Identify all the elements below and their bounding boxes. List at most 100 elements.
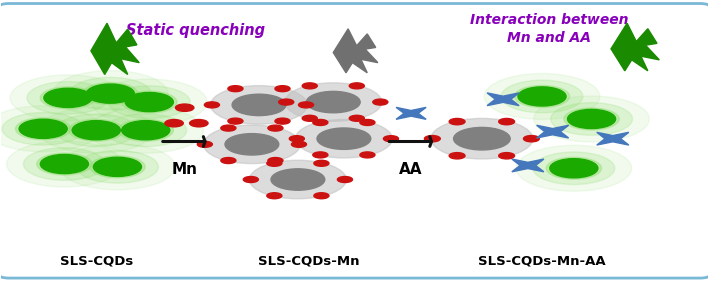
Circle shape [211, 86, 308, 124]
Circle shape [19, 119, 67, 138]
Circle shape [197, 141, 213, 147]
Circle shape [83, 83, 138, 105]
Circle shape [518, 87, 566, 106]
Circle shape [360, 152, 375, 158]
Circle shape [484, 74, 600, 119]
Circle shape [189, 119, 208, 127]
Circle shape [55, 114, 137, 147]
Circle shape [122, 91, 177, 113]
Circle shape [44, 88, 92, 108]
Circle shape [279, 99, 294, 105]
Text: Mn: Mn [172, 162, 198, 177]
Circle shape [551, 103, 632, 135]
Circle shape [313, 152, 328, 158]
Circle shape [549, 159, 598, 178]
Circle shape [514, 85, 570, 108]
Circle shape [23, 148, 105, 180]
Circle shape [350, 83, 364, 89]
Text: Static quenching: Static quenching [125, 23, 265, 38]
Circle shape [105, 114, 186, 147]
Circle shape [10, 75, 125, 121]
Polygon shape [333, 29, 378, 73]
Circle shape [516, 145, 632, 191]
Polygon shape [512, 159, 544, 172]
Circle shape [77, 151, 158, 183]
Circle shape [350, 115, 364, 121]
Circle shape [72, 121, 121, 140]
Circle shape [38, 107, 154, 153]
Circle shape [204, 102, 220, 108]
Circle shape [40, 155, 89, 173]
Circle shape [16, 118, 71, 140]
Circle shape [69, 77, 151, 110]
Circle shape [498, 119, 515, 125]
Circle shape [268, 158, 283, 164]
Circle shape [40, 87, 96, 109]
Circle shape [306, 91, 360, 113]
Circle shape [220, 158, 236, 164]
Circle shape [86, 84, 135, 103]
Circle shape [203, 125, 301, 164]
Circle shape [454, 127, 510, 150]
Circle shape [175, 104, 194, 112]
Circle shape [52, 71, 168, 117]
Circle shape [225, 134, 279, 155]
Polygon shape [537, 125, 569, 138]
Circle shape [2, 113, 84, 145]
Circle shape [243, 177, 258, 183]
Text: AA: AA [399, 162, 423, 177]
Polygon shape [597, 132, 629, 145]
Circle shape [250, 160, 346, 199]
Circle shape [289, 136, 304, 142]
Circle shape [228, 118, 243, 124]
Circle shape [60, 144, 175, 190]
Circle shape [302, 115, 317, 121]
Circle shape [27, 82, 108, 114]
Circle shape [302, 83, 317, 89]
Circle shape [232, 94, 286, 115]
Polygon shape [396, 107, 426, 119]
Circle shape [498, 153, 515, 159]
Circle shape [125, 93, 174, 112]
Circle shape [431, 118, 533, 159]
Circle shape [384, 136, 398, 142]
Text: Interaction between
Mn and AA: Interaction between Mn and AA [470, 13, 628, 44]
Circle shape [267, 160, 282, 166]
Circle shape [275, 118, 290, 124]
Circle shape [267, 193, 282, 199]
Polygon shape [487, 93, 519, 106]
Circle shape [567, 110, 615, 128]
Circle shape [118, 119, 174, 141]
Circle shape [450, 153, 465, 159]
Circle shape [291, 141, 306, 147]
Circle shape [268, 125, 283, 131]
Circle shape [546, 157, 601, 179]
Circle shape [165, 119, 183, 127]
Text: SLS-CQDs: SLS-CQDs [60, 255, 133, 268]
Circle shape [122, 121, 170, 140]
Polygon shape [611, 23, 659, 71]
Polygon shape [91, 23, 139, 74]
Circle shape [220, 125, 236, 131]
Circle shape [450, 119, 465, 125]
Circle shape [88, 107, 203, 153]
Circle shape [337, 177, 352, 183]
Circle shape [91, 79, 207, 125]
Circle shape [314, 193, 329, 199]
Circle shape [523, 136, 540, 142]
Circle shape [94, 157, 142, 176]
Circle shape [37, 153, 92, 175]
Circle shape [271, 169, 325, 190]
Circle shape [6, 141, 122, 187]
Circle shape [90, 156, 145, 178]
Circle shape [533, 152, 615, 185]
Circle shape [313, 119, 328, 125]
Circle shape [285, 83, 381, 121]
Circle shape [564, 108, 619, 130]
Circle shape [298, 102, 313, 108]
Circle shape [228, 86, 243, 92]
Circle shape [373, 99, 388, 105]
Circle shape [108, 86, 190, 118]
Circle shape [534, 96, 649, 142]
Circle shape [296, 119, 392, 158]
